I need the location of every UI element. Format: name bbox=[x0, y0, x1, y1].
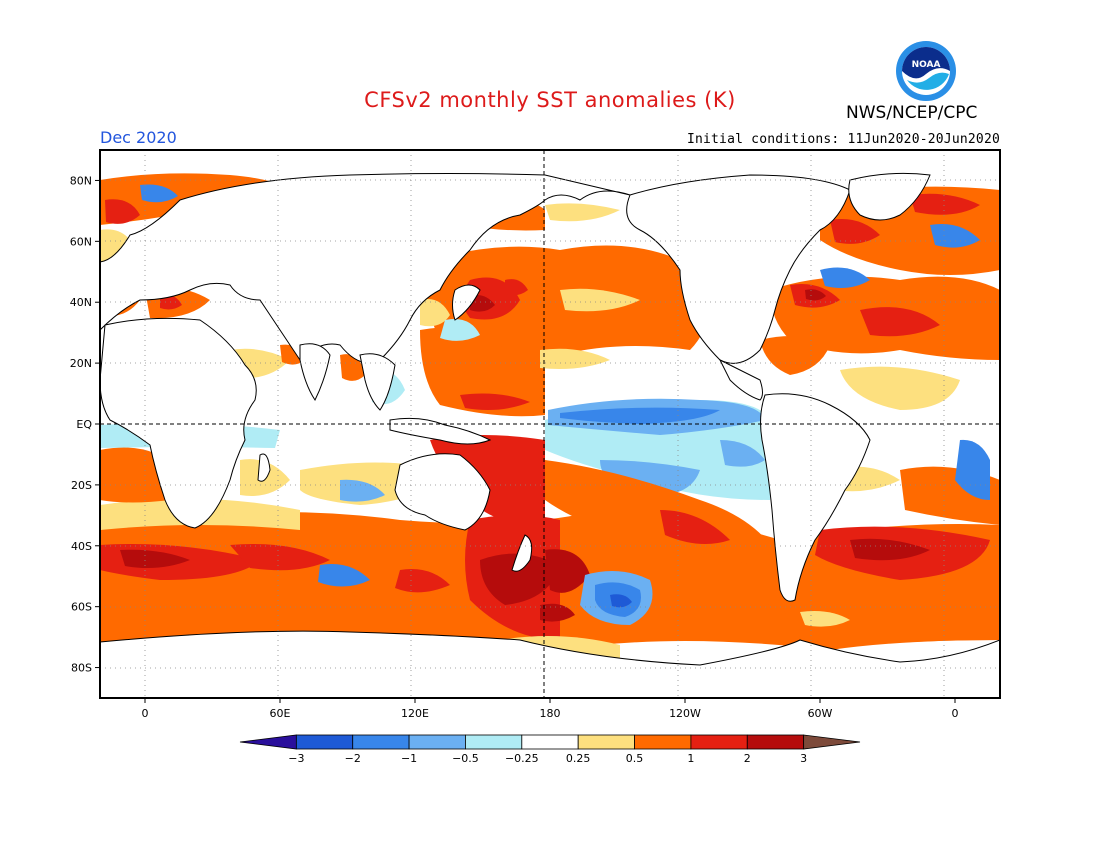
colorbar-level-label: −0.25 bbox=[505, 752, 539, 765]
africa-land bbox=[100, 317, 257, 529]
india-land bbox=[299, 343, 331, 401]
lat-tick-label: EQ bbox=[76, 418, 92, 431]
initial-conditions: Initial conditions: 11Jun2020-20Jun2020 bbox=[686, 132, 1000, 147]
colorbar-swatch bbox=[634, 734, 692, 750]
colorbar-swatch bbox=[295, 734, 354, 750]
lat-tick-label: 60S bbox=[71, 601, 92, 614]
lon-tick-label: 120E bbox=[401, 707, 429, 720]
colorbar-level-label: 2 bbox=[744, 752, 751, 765]
noaa-logo: NOAA bbox=[895, 40, 957, 102]
colorbar-level-label: −2 bbox=[345, 752, 361, 765]
lon-tick-label: 60W bbox=[808, 707, 833, 720]
japan-land bbox=[452, 284, 481, 321]
lon-tick-label: 0 bbox=[952, 707, 959, 720]
southeast-asia-land bbox=[359, 353, 396, 411]
valid-month: Dec 2020 bbox=[100, 128, 177, 147]
antarctica-land bbox=[100, 630, 1000, 698]
eurasia-land bbox=[100, 173, 631, 364]
lat-tick-label: 80N bbox=[70, 174, 92, 187]
central-america-land bbox=[718, 358, 763, 401]
colorbar-swatch bbox=[408, 734, 466, 750]
longitude-axis: 0 60E 120E 180 120W 60W 0 bbox=[142, 698, 959, 720]
lat-lon-grid bbox=[100, 150, 1000, 698]
lat-tick-label: 20S bbox=[71, 479, 92, 492]
colorbar-swatch bbox=[577, 734, 635, 750]
colorbar-swatch bbox=[465, 734, 523, 750]
australia-land bbox=[394, 453, 491, 531]
colorbar-min-arrow bbox=[239, 734, 297, 750]
colorbar-swatch bbox=[690, 734, 748, 750]
lat-tick-label: 40N bbox=[70, 296, 92, 309]
lon-tick-label: 60E bbox=[270, 707, 291, 720]
colorbar-level-label: −0.5 bbox=[452, 752, 479, 765]
indonesia-land bbox=[389, 417, 492, 445]
lon-tick-label: 180 bbox=[540, 707, 561, 720]
greenland-land bbox=[848, 172, 931, 221]
colorbar: −3 −2 −1 −0.5 −0.25 0.25 0.5 1 2 3 bbox=[239, 734, 861, 765]
colorbar-level-label: −1 bbox=[401, 752, 417, 765]
colorbar-level-label: 0.25 bbox=[566, 752, 591, 765]
north-america-land bbox=[626, 174, 851, 364]
agency-label: NWS/NCEP/CPC bbox=[846, 103, 978, 123]
colorbar-level-label: 1 bbox=[687, 752, 694, 765]
madagascar-land bbox=[257, 453, 271, 482]
lat-tick-label: 20N bbox=[70, 357, 92, 370]
colorbar-level-label: 0.5 bbox=[626, 752, 644, 765]
map-title: CFSv2 monthly SST anomalies (K) bbox=[364, 88, 736, 112]
map-plot-area bbox=[100, 150, 1000, 698]
latitude-axis: 80N 60N 40N 20N EQ 20S 40S 60S 80S bbox=[70, 174, 100, 675]
colorbar-max-arrow bbox=[803, 734, 861, 750]
lon-tick-label: 120W bbox=[669, 707, 701, 720]
lat-tick-label: 60N bbox=[70, 235, 92, 248]
colorbar-level-label: 3 bbox=[800, 752, 807, 765]
lat-tick-label: 80S bbox=[71, 662, 92, 675]
reference-lines bbox=[100, 150, 1000, 698]
colorbar-swatch bbox=[521, 734, 579, 750]
colorbar-swatch bbox=[352, 734, 410, 750]
colorbar-swatch bbox=[746, 734, 805, 750]
lat-tick-label: 40S bbox=[71, 540, 92, 553]
colorbar-level-label: −3 bbox=[288, 752, 304, 765]
south-america-land bbox=[760, 393, 871, 602]
noaa-logo-text: NOAA bbox=[912, 60, 941, 70]
land-masses bbox=[100, 172, 1000, 698]
lon-tick-label: 0 bbox=[142, 707, 149, 720]
new-zealand-land bbox=[511, 534, 533, 572]
